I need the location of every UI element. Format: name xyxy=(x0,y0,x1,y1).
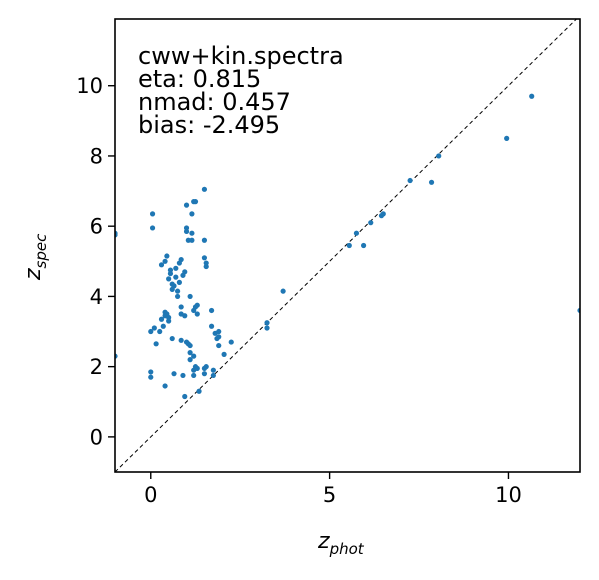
scatter-point xyxy=(221,352,226,357)
scatter-point xyxy=(188,343,193,348)
scatter-points xyxy=(112,94,582,399)
annotation-block: cww+kin.spectra eta: 0.815 nmad: 0.457 b… xyxy=(138,42,344,139)
scatter-point xyxy=(173,266,178,271)
scatter-point xyxy=(229,339,234,344)
scatter-point xyxy=(281,289,286,294)
x-axis-label: zphot xyxy=(317,529,365,558)
annotation-line: bias: -2.495 xyxy=(138,111,280,139)
scatter-point xyxy=(202,187,207,192)
scatter-point xyxy=(168,271,173,276)
x-axis-label-sub: phot xyxy=(329,540,365,558)
scatter-point xyxy=(189,211,194,216)
scatter-point xyxy=(195,366,200,371)
scatter-point xyxy=(209,308,214,313)
x-tick-label: 10 xyxy=(495,483,522,507)
scatter-point xyxy=(354,231,359,236)
y-tick-label: 6 xyxy=(90,215,103,239)
x-axis-ticks: 0 5 10 xyxy=(144,472,522,507)
scatter-point xyxy=(184,203,189,208)
x-tick-label: 5 xyxy=(323,483,336,507)
scatter-point xyxy=(175,289,180,294)
scatter-point xyxy=(184,229,189,234)
scatter-point xyxy=(211,373,216,378)
scatter-point xyxy=(180,373,185,378)
scatter-point xyxy=(164,253,169,258)
scatter-point xyxy=(175,294,180,299)
y-axis-label-group: zspec xyxy=(21,233,50,281)
scatter-point xyxy=(182,313,187,318)
scatter-point xyxy=(191,373,196,378)
scatter-point xyxy=(162,259,167,264)
scatter-point xyxy=(157,329,162,334)
scatter-point xyxy=(148,369,153,374)
scatter-point xyxy=(202,255,207,260)
scatter-point xyxy=(368,220,373,225)
scatter-point xyxy=(264,325,269,330)
scatter-point xyxy=(204,260,209,265)
x-axis-label-main: z xyxy=(317,529,330,554)
scatter-point xyxy=(179,257,184,262)
y-tick-label: 4 xyxy=(90,285,103,309)
scatter-point xyxy=(204,364,209,369)
scatter-point xyxy=(216,343,221,348)
y-axis-label-main: z xyxy=(21,268,46,281)
scatter-point xyxy=(407,178,412,183)
scatter-point xyxy=(211,368,216,373)
scatter-point xyxy=(179,304,184,309)
scatter-point xyxy=(347,243,352,248)
scatter-point xyxy=(216,329,221,334)
scatter-point xyxy=(150,225,155,230)
scatter-point xyxy=(191,354,196,359)
scatter-point xyxy=(177,280,182,285)
scatter-point xyxy=(150,211,155,216)
scatter-point xyxy=(161,324,166,329)
scatter-point xyxy=(152,325,157,330)
scatter-point xyxy=(195,303,200,308)
scatter-point xyxy=(189,238,194,243)
scatter-point xyxy=(182,394,187,399)
scatter-point xyxy=(361,243,366,248)
scatter-point xyxy=(179,338,184,343)
scatter-point xyxy=(381,211,386,216)
scatter-point xyxy=(171,283,176,288)
scatter-point xyxy=(162,383,167,388)
scatter-point xyxy=(202,238,207,243)
y-axis-ticks: 0 2 4 6 8 10 xyxy=(76,74,115,449)
y-tick-label: 2 xyxy=(90,355,103,379)
scatter-point xyxy=(209,324,214,329)
scatter-point xyxy=(504,136,509,141)
scatter-point xyxy=(193,199,198,204)
y-tick-label: 10 xyxy=(76,74,103,98)
scatter-point xyxy=(173,275,178,280)
scatter-point xyxy=(196,389,201,394)
scatter-point xyxy=(188,294,193,299)
scatter-point xyxy=(170,336,175,341)
scatter-point xyxy=(166,318,171,323)
scatter-point xyxy=(148,375,153,380)
scatter-point xyxy=(154,341,159,346)
y-axis-label-sub: spec xyxy=(32,233,50,269)
scatter-point xyxy=(436,153,441,158)
scatter-point xyxy=(189,231,194,236)
scatter-point xyxy=(171,371,176,376)
scatter-point xyxy=(216,334,221,339)
y-axis-label: zspec xyxy=(21,233,50,281)
scatter-point xyxy=(182,269,187,274)
scatter-point xyxy=(264,320,269,325)
y-tick-label: 8 xyxy=(90,144,103,168)
scatter-point xyxy=(166,276,171,281)
scatter-point xyxy=(429,180,434,185)
scatter-point xyxy=(529,94,534,99)
x-tick-label: 0 xyxy=(144,483,157,507)
scatter-point xyxy=(202,371,207,376)
scatter-point xyxy=(195,311,200,316)
y-tick-label: 0 xyxy=(90,425,103,449)
